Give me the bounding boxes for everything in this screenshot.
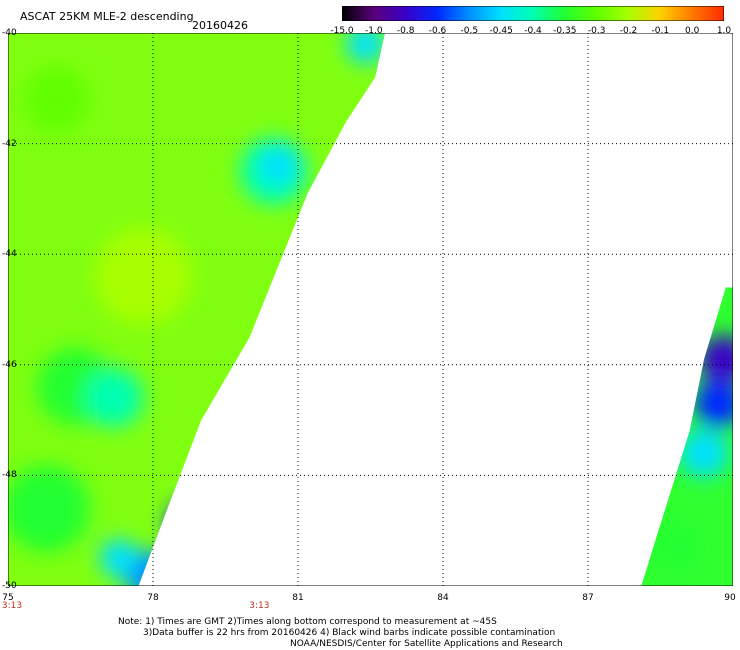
colorbar-label: -0.5 [460,26,479,36]
colorbar-label: -1.0 [365,26,383,36]
lat-tick-label: -50 [2,581,17,591]
time-label: 3:13 [1,601,23,611]
note-line-2: 3)Data buffer is 22 hrs from 20160426 4)… [143,628,556,638]
colorbar-label: -0.4 [524,26,542,36]
lon-tick-label: 78 [147,593,159,603]
lat-tick-label: -48 [2,470,17,481]
lat-tick-label: -44 [2,249,17,260]
swath-east [168,287,733,586]
swath-patch [182,532,211,562]
swath-patch [167,501,216,550]
colorbar-label: -0.3 [587,26,606,36]
colorbar-label: -0.45 [489,26,513,36]
colorbar-label: -0.8 [396,26,415,36]
lat-tick-label: -42 [2,138,17,149]
colorbar-label: -0.2 [619,26,638,36]
lat-tick-label: -46 [2,359,17,370]
swath-patch [699,335,733,384]
colorbar-label: -0.6 [428,26,447,36]
swath-patch [95,227,192,325]
swath-patch [182,533,211,562]
swath-patch [22,65,91,134]
lon-tick-label: 75 [2,593,14,603]
swath-west [8,33,385,586]
swath-patch [259,146,298,186]
swath-patch [346,33,385,64]
lon-tick-label: 87 [582,593,594,603]
swath-patch [650,523,700,572]
colorbar-label: -15.0 [330,26,354,36]
colorbar-label: 1.0 [716,26,732,36]
swath-patch [8,465,91,553]
swath-patch [99,539,139,578]
note-line-3: NOAA/NESDIS/Center for Satellite Applica… [290,639,563,649]
swath-patch [694,379,733,428]
lon-tick-label: 81 [292,593,304,603]
note-line-1: Note: 1) Times are GMT 2)Times along bot… [118,617,497,627]
colorbar-label: -0.1 [651,26,670,36]
lon-tick-label: 84 [437,593,449,603]
swath-patch [85,368,144,427]
colorbar-label: 0.0 [684,26,700,36]
lat-tick-label: -40 [2,28,17,38]
colorbar-labels: -15.0 -1.0 -0.8 -0.6 -0.5 -0.45 -0.4 -0.… [330,26,740,38]
lon-tick-label: 90 [724,593,736,603]
colorbar [342,6,724,21]
product-date: 20160426 [192,19,248,32]
colorbar-label: -0.35 [553,26,577,36]
swath-patch [168,501,216,549]
product-title: ASCAT 25KM MLE-2 descending [20,10,194,23]
map-plot[interactable] [8,33,733,586]
time-label: 3:13 [249,601,270,611]
swath-patch [679,429,729,478]
